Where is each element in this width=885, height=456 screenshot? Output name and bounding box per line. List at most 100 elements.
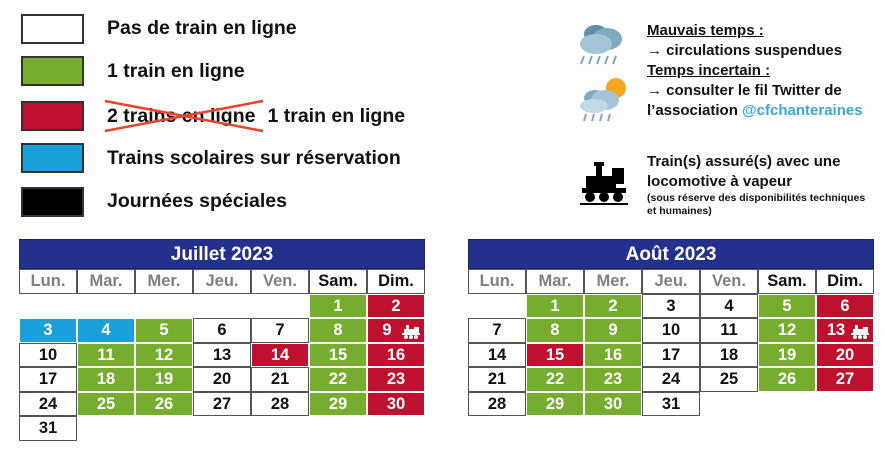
legend-label-school: Trains scolaires sur réservation xyxy=(107,147,401,169)
weekday-header: Ven. xyxy=(700,269,758,294)
day-cell: 9 xyxy=(584,318,642,343)
weather-info: Mauvais temps : → circulations suspendue… xyxy=(647,21,863,121)
day-cell: 11 xyxy=(700,318,758,343)
twitter-handle-link[interactable]: @cfchanteraines xyxy=(742,102,863,119)
day-cell: 23 xyxy=(367,367,425,392)
calendar-august: Août 2023 Lun. Mar. Mer. Jeu. Ven. Sam. Dim. 1 2… xyxy=(468,239,874,416)
calendar-grid: Lun. Mar. Mer. Jeu. Ven. Sam. Dim. 1 2 3 4 5 6 7 8 9 10 1… xyxy=(19,269,425,441)
bad-weather-text: → circulations suspendues xyxy=(647,42,843,59)
day-cell: 2 xyxy=(584,293,642,318)
day-number: 5 xyxy=(782,296,792,315)
day-cell: 20 xyxy=(193,367,251,392)
day-number: 10 xyxy=(661,321,681,339)
day-number: 7 xyxy=(275,321,285,339)
day-number: 9 xyxy=(382,321,392,339)
weekday-header: Lun. xyxy=(19,269,77,294)
day-number: 14 xyxy=(270,345,290,364)
day-cell: 27 xyxy=(816,367,874,392)
day-cell: 8 xyxy=(309,318,367,343)
day-cell: 31 xyxy=(642,391,700,416)
day-number: 3 xyxy=(666,296,676,315)
legend-swatch-special xyxy=(21,187,84,217)
day-cell: 15 xyxy=(309,342,367,367)
weekday-header: Sam. xyxy=(758,269,816,294)
weekday-header: Dim. xyxy=(367,269,425,294)
day-number: 15 xyxy=(545,345,565,364)
day-cell: 13 xyxy=(816,318,874,343)
weekday-header: Ven. xyxy=(251,269,309,294)
cross-out-icon xyxy=(104,99,264,133)
day-number: 2 xyxy=(391,296,401,315)
day-cell: 28 xyxy=(251,391,309,416)
day-cell: 5 xyxy=(135,318,193,343)
day-cell: 21 xyxy=(251,367,309,392)
day-number: 31 xyxy=(38,419,58,437)
day-number: 10 xyxy=(38,345,58,364)
day-cell: 25 xyxy=(700,367,758,392)
day-cell: 4 xyxy=(700,293,758,318)
rain-cloud-icon xyxy=(580,25,622,65)
day-number: 8 xyxy=(333,321,343,339)
legend-label-one-train: 1 train en ligne xyxy=(107,60,245,82)
calendar-grid: Lun. Mar. Mer. Jeu. Ven. Sam. Dim. 1 2 3 4 5 6 7 8 9 10 1… xyxy=(468,269,874,416)
day-number: 19 xyxy=(777,345,797,364)
day-number: 24 xyxy=(661,370,681,388)
calendar-title: Juillet 2023 xyxy=(19,239,425,269)
steam-locomotive-icon xyxy=(851,323,869,345)
day-cell: 22 xyxy=(526,367,584,392)
day-cell: 2 xyxy=(367,293,425,318)
day-cell: 6 xyxy=(193,318,251,343)
day-number: 16 xyxy=(386,345,406,364)
day-number: 18 xyxy=(719,345,739,364)
weekday-header: Jeu. xyxy=(193,269,251,294)
legend-label-red: 2 trains en ligne 1 train en ligne xyxy=(104,99,405,133)
day-number: 20 xyxy=(212,370,232,388)
steam-line1: Train(s) assuré(s) avec une xyxy=(647,153,841,170)
day-number: 6 xyxy=(840,296,850,315)
day-number: 26 xyxy=(154,394,174,413)
day-cell: 17 xyxy=(19,367,77,392)
day-number: 6 xyxy=(217,321,227,339)
day-cell: 7 xyxy=(251,318,309,343)
day-number: 28 xyxy=(270,394,290,413)
legend-label-no-train: Pas de train en ligne xyxy=(107,17,297,39)
day-cell: 11 xyxy=(77,342,135,367)
day-cell: 29 xyxy=(526,391,584,416)
day-cell: 19 xyxy=(135,367,193,392)
day-number: 18 xyxy=(96,370,116,388)
day-cell: 3 xyxy=(19,318,77,343)
day-number: 5 xyxy=(159,321,169,339)
empty-cell xyxy=(193,294,251,319)
day-number: 7 xyxy=(492,321,502,339)
day-number: 4 xyxy=(724,296,734,315)
weekday-header: Mar. xyxy=(526,269,584,294)
steam-locomotive-icon xyxy=(580,162,628,205)
day-number: 28 xyxy=(487,394,507,413)
weekday-header: Dim. xyxy=(816,269,874,294)
day-number: 21 xyxy=(270,370,290,388)
day-cell: 12 xyxy=(758,318,816,343)
day-cell: 18 xyxy=(77,367,135,392)
day-number: 17 xyxy=(661,345,681,364)
day-cell: 3 xyxy=(642,293,700,318)
day-cell: 22 xyxy=(309,367,367,392)
day-cell: 16 xyxy=(584,342,642,367)
day-cell: 20 xyxy=(816,342,874,367)
day-number: 22 xyxy=(328,370,348,388)
day-number: 13 xyxy=(826,321,846,339)
day-number: 12 xyxy=(154,345,174,364)
day-number: 29 xyxy=(545,394,565,413)
weekday-header: Sam. xyxy=(309,269,367,294)
day-number: 23 xyxy=(603,370,623,388)
day-cell: 21 xyxy=(468,367,526,392)
day-cell: 29 xyxy=(309,391,367,416)
day-cell: 24 xyxy=(19,391,77,416)
day-number: 3 xyxy=(43,321,53,339)
day-cell: 6 xyxy=(816,293,874,318)
calendar-july: Juillet 2023 Lun. Mar. Mer. Jeu. Ven. Sam. Dim… xyxy=(19,239,425,441)
day-cell: 17 xyxy=(642,342,700,367)
legend-label-special: Journées spéciales xyxy=(107,190,287,212)
day-cell: 1 xyxy=(309,293,367,318)
day-cell: 27 xyxy=(193,391,251,416)
calendar-title: Août 2023 xyxy=(468,239,874,269)
